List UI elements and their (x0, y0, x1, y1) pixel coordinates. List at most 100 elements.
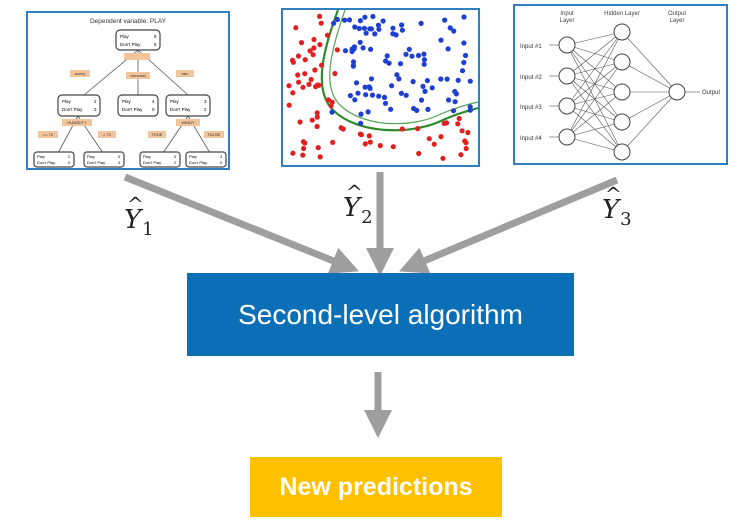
red-point (318, 20, 324, 26)
blue-point (349, 48, 355, 55)
blue-point (461, 59, 467, 66)
yhat-3-label: ^ Y3 (602, 182, 632, 230)
blue-point (403, 92, 409, 98)
svg-text:0: 0 (68, 160, 71, 165)
red-point (325, 97, 331, 103)
nn-connection (566, 91, 623, 138)
tree-split-humidity: HUMIDITY (67, 120, 87, 125)
nn-connection (621, 61, 678, 93)
svg-text:4: 4 (152, 99, 155, 104)
blue-point (360, 45, 366, 51)
svg-text:0: 0 (152, 107, 155, 112)
blue-point (445, 46, 451, 52)
blue-point (366, 84, 372, 90)
svg-text:0: 0 (220, 160, 223, 165)
nn-output-node (668, 83, 686, 101)
red-point (298, 40, 305, 46)
svg-text:2: 2 (204, 107, 207, 112)
tree-root-dont: Don't Play (120, 42, 141, 47)
tree-edge-sunny: sunny (75, 71, 86, 76)
svg-text:Play: Play (189, 154, 197, 159)
nn-connection (566, 31, 623, 46)
red-point (367, 139, 373, 145)
nn-output-layer-label-1: Output (668, 11, 686, 17)
red-point (300, 84, 306, 90)
red-point (314, 123, 320, 130)
blue-point (452, 99, 458, 105)
blue-point (455, 77, 461, 83)
yhat-2-label: ^ Y2 (343, 180, 373, 228)
blue-point (352, 97, 358, 103)
blue-point (438, 76, 444, 82)
svg-text:> 70: > 70 (103, 132, 112, 137)
nn-hidden-node (613, 23, 631, 41)
nn-connection (566, 44, 623, 63)
svg-text:Don't Play: Don't Play (170, 107, 191, 112)
nn-hidden-node (613, 83, 631, 101)
tree-leaf-1 (33, 151, 75, 168)
blue-point (388, 106, 394, 112)
svg-text:2: 2 (68, 154, 71, 159)
svg-text:Play: Play (87, 154, 95, 159)
red-point (301, 145, 307, 152)
red-point (334, 47, 340, 53)
arrow-tree-to-algorithm (123, 173, 359, 274)
red-point (328, 103, 334, 109)
red-point (455, 121, 461, 127)
svg-text:Don't Play: Don't Play (143, 160, 161, 165)
nn-input-node (558, 128, 576, 146)
blue-point (363, 92, 369, 98)
decision-tree-panel: Dependent variable: PLAY Play 9 Don't Pl… (26, 11, 230, 170)
blue-point (356, 25, 362, 32)
tree-root-dont-n: 5 (154, 42, 157, 47)
neural-network-diagram: Input Layer Hidden Layer Output Layer In… (520, 11, 720, 161)
nn-hidden-node (613, 143, 631, 161)
blue-point (410, 79, 416, 85)
nn-connection (621, 91, 678, 153)
nn-input-2: Input #2 (520, 75, 542, 81)
blue-point (462, 52, 469, 59)
blue-point (342, 17, 348, 23)
blue-point (331, 20, 337, 26)
nn-hidden-node (613, 113, 631, 131)
blue-point (467, 78, 473, 84)
red-point (290, 90, 296, 96)
svg-text:3: 3 (94, 107, 97, 112)
nn-output: Output (702, 90, 720, 96)
red-point (324, 32, 331, 38)
red-point (312, 67, 318, 73)
yhat-1-label: ^ Y1 (124, 192, 154, 240)
svg-text:0: 0 (118, 154, 121, 159)
second-level-algorithm-box: Second-level algorithm (187, 273, 574, 356)
red-point (310, 52, 316, 58)
blue-point (381, 94, 388, 100)
red-point (317, 13, 323, 19)
blue-point (420, 83, 426, 89)
neural-network-panel: Input Layer Hidden Layer Output Layer In… (513, 4, 728, 165)
red-point (315, 82, 321, 88)
red-point (314, 114, 320, 120)
nn-connection (566, 136, 623, 153)
svg-text:0: 0 (174, 154, 177, 159)
nn-input-node (558, 36, 576, 54)
svg-text:<= 70: <= 70 (43, 132, 54, 137)
decision-tree-diagram: Dependent variable: PLAY Play 9 Don't Pl… (33, 18, 227, 168)
tree-root-play-n: 9 (154, 34, 157, 39)
blue-point (461, 40, 467, 46)
red-point (296, 79, 302, 85)
blue-point (389, 83, 395, 89)
blue-point (421, 51, 427, 57)
red-point (295, 53, 302, 59)
red-point (302, 71, 308, 77)
red-point (300, 152, 306, 158)
blue-point (347, 93, 353, 99)
blue-point (350, 63, 356, 69)
nn-connection (566, 31, 623, 77)
blue-point (453, 91, 459, 97)
red-point (416, 150, 422, 157)
nn-connection (566, 44, 623, 153)
nn-input-node (558, 67, 576, 85)
nn-connection (566, 31, 623, 107)
blue-point (380, 18, 386, 24)
red-point (415, 126, 421, 132)
